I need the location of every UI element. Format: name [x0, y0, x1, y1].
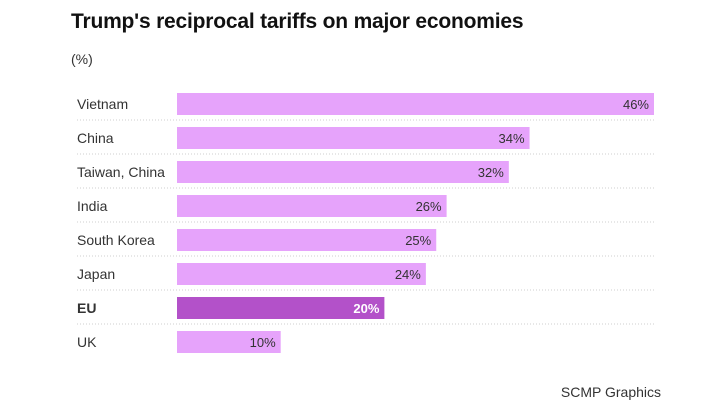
category-label: Taiwan, China [77, 164, 165, 180]
category-label: UK [77, 334, 97, 350]
unit-label: (%) [71, 51, 93, 67]
category-label: India [77, 198, 108, 214]
bar [177, 263, 426, 285]
category-label: South Korea [77, 232, 155, 248]
bar [177, 127, 530, 149]
data-label: 20% [353, 301, 379, 316]
bar [177, 229, 437, 251]
category-label: EU [77, 300, 96, 316]
bar [177, 161, 509, 183]
category-label: Japan [77, 266, 115, 282]
bar [177, 195, 447, 217]
bar [177, 297, 385, 319]
data-label: 25% [405, 233, 431, 248]
category-label: China [77, 130, 114, 146]
data-label: 10% [250, 335, 276, 350]
data-label: 34% [499, 131, 525, 146]
source-credit: SCMP Graphics [560, 384, 661, 400]
data-label: 24% [395, 267, 421, 282]
category-label: Vietnam [77, 96, 128, 112]
data-label: 32% [478, 165, 504, 180]
data-label: 46% [623, 97, 649, 112]
chart-title: Trump's reciprocal tariffs on major econ… [71, 10, 524, 33]
data-label: 26% [416, 199, 442, 214]
bar [177, 93, 654, 115]
bar [177, 331, 281, 353]
